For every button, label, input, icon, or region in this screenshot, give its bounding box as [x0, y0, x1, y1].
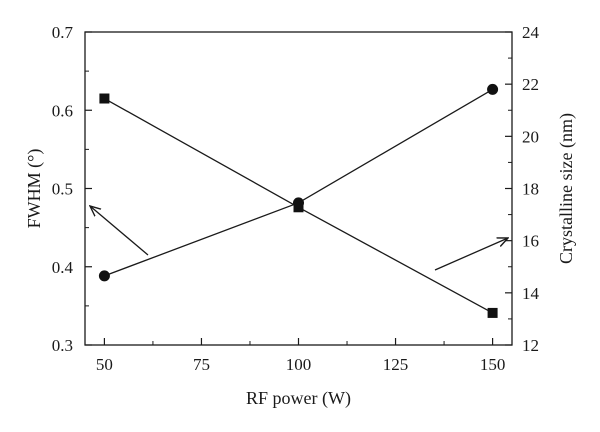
plot-frame: [84, 31, 513, 346]
x-tick-label: 100: [286, 355, 312, 374]
square-marker: [487, 307, 498, 318]
x-tick-label: 150: [480, 355, 506, 374]
y-right-tick-label: 22: [522, 75, 539, 94]
x-axis-title: RF power (W): [246, 388, 351, 409]
annotations-group: [90, 206, 508, 271]
y-right-tick-label: 20: [522, 127, 539, 146]
x-tick-label: 125: [383, 355, 409, 374]
x-tick-label: 50: [96, 355, 113, 374]
x-tick-label: 75: [193, 355, 210, 374]
left-axis-arrow: [90, 206, 149, 256]
y-left-tick-label: 0.6: [52, 101, 73, 120]
circle-marker: [98, 270, 110, 282]
y-right-tick-label: 24: [522, 23, 540, 42]
y-right-tick-label: 14: [522, 284, 540, 303]
ticks-group: 50 75 100 125 150 0.3 0.4 0.5 0.6 0.7 12 14 16 18 20 22…: [52, 23, 540, 374]
circle-marker: [487, 83, 499, 95]
y-left-tick-label: 0.3: [52, 336, 73, 355]
y-left-tick-label: 0.4: [52, 258, 74, 277]
series-group: [98, 83, 499, 318]
y-right-tick-label: 12: [522, 336, 539, 355]
y-left-tick-label: 0.5: [52, 180, 73, 199]
y-right-tick-label: 18: [522, 180, 539, 199]
y-left-axis-title: FWHM (°): [24, 149, 45, 229]
circle-marker: [293, 197, 304, 209]
right-axis-arrow: [434, 238, 508, 271]
circle-series-line: [104, 88, 493, 277]
y-right-axis-title: Crystalline size (nm): [556, 113, 577, 264]
y-right-tick-label: 16: [522, 232, 539, 251]
y-left-tick-label: 0.7: [52, 23, 74, 42]
square-marker: [99, 93, 110, 104]
plot-frame-group: [84, 31, 513, 346]
